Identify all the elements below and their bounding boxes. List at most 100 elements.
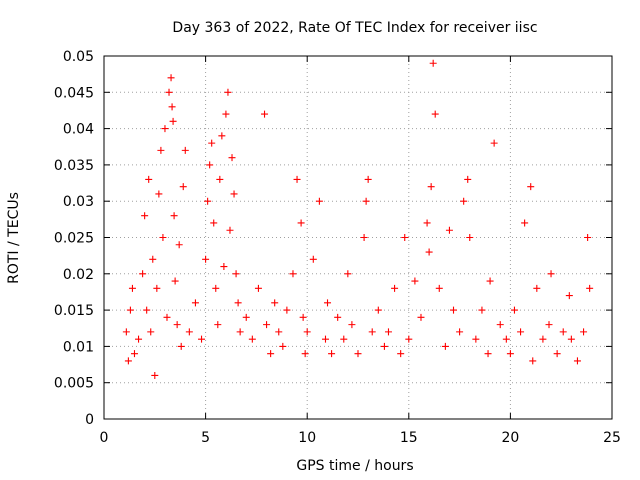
x-tick-label: 0: [100, 430, 109, 446]
x-axis-label: GPS time / hours: [296, 458, 413, 474]
data-point: [204, 197, 212, 205]
data-point: [364, 175, 372, 183]
x-axis-ticks: 0 5 10 15 20 25: [100, 56, 621, 446]
data-point: [145, 175, 153, 183]
y-axis-ticks: 0 0.005 0.01 0.015 0.02 0.025 0.03 0.035 0.04 0.0…: [54, 49, 612, 428]
data-point: [177, 342, 185, 350]
data-point: [425, 248, 433, 256]
x-tick-label: 15: [400, 430, 418, 446]
y-axis-label: ROTI / TECUs: [6, 192, 22, 284]
data-point: [368, 328, 376, 336]
data-point: [151, 371, 159, 379]
data-point: [521, 219, 529, 227]
grid-lines: [104, 56, 612, 419]
data-point: [179, 183, 187, 191]
data-point: [271, 299, 279, 307]
data-point: [242, 313, 250, 321]
data-point: [228, 154, 236, 162]
data-point: [397, 350, 405, 358]
data-point: [248, 335, 256, 343]
data-point: [230, 190, 238, 198]
data-point: [348, 321, 356, 329]
data-point: [267, 350, 275, 358]
y-tick-label: 0.02: [63, 267, 94, 283]
data-point: [130, 350, 138, 358]
data-point: [216, 175, 224, 183]
data-point: [141, 212, 149, 220]
data-point: [301, 350, 309, 358]
data-point: [431, 110, 439, 118]
data-point: [128, 284, 136, 292]
data-point: [354, 350, 362, 358]
data-point: [198, 335, 206, 343]
data-point: [222, 110, 230, 118]
data-point: [169, 117, 177, 125]
data-point: [517, 328, 525, 336]
data-point: [490, 139, 498, 147]
data-point: [263, 321, 271, 329]
data-point: [344, 270, 352, 278]
data-point: [502, 335, 510, 343]
data-point: [309, 255, 317, 263]
y-tick-label: 0.035: [54, 158, 94, 174]
data-point: [181, 146, 189, 154]
data-point: [163, 313, 171, 321]
data-point: [232, 270, 240, 278]
data-point: [275, 328, 283, 336]
data-point: [565, 292, 573, 300]
data-point: [460, 197, 468, 205]
y-tick-label: 0.05: [63, 49, 94, 65]
data-point: [212, 284, 220, 292]
data-point: [374, 306, 382, 314]
data-point: [391, 284, 399, 292]
data-point: [155, 190, 163, 198]
data-point: [496, 321, 504, 329]
data-point: [321, 335, 329, 343]
data-point: [135, 335, 143, 343]
data-point: [147, 328, 155, 336]
data-point: [261, 110, 269, 118]
data-point: [553, 350, 561, 358]
data-point: [149, 255, 157, 263]
data-point: [218, 132, 226, 140]
data-point: [283, 306, 291, 314]
data-point: [533, 284, 541, 292]
x-tick-label: 20: [501, 430, 519, 446]
data-point: [234, 299, 242, 307]
data-point: [224, 88, 232, 96]
data-point: [279, 342, 287, 350]
data-point: [202, 255, 210, 263]
data-point: [423, 219, 431, 227]
data-point: [478, 306, 486, 314]
data-point: [527, 183, 535, 191]
data-point: [435, 284, 443, 292]
data-point: [559, 328, 567, 336]
data-point: [411, 277, 419, 285]
data-point: [208, 139, 216, 147]
data-point: [126, 306, 134, 314]
data-point: [315, 197, 323, 205]
data-point: [539, 335, 547, 343]
data-point: [360, 234, 368, 241]
y-tick-label: 0.045: [54, 85, 94, 101]
data-point: [171, 277, 179, 285]
data-point: [529, 357, 537, 365]
data-point: [362, 197, 370, 205]
y-tick-label: 0.015: [54, 303, 94, 319]
data-point: [484, 350, 492, 358]
data-point: [472, 335, 480, 343]
data-point: [456, 328, 464, 336]
data-point: [299, 313, 307, 321]
data-point: [586, 284, 594, 292]
data-point: [153, 284, 161, 292]
data-point: [445, 226, 453, 234]
data-point: [506, 350, 514, 358]
data-point: [573, 357, 581, 365]
data-point: [254, 284, 262, 292]
data-point: [139, 270, 147, 278]
data-point: [170, 212, 178, 220]
data-point: [159, 234, 167, 241]
data-point: [510, 306, 518, 314]
